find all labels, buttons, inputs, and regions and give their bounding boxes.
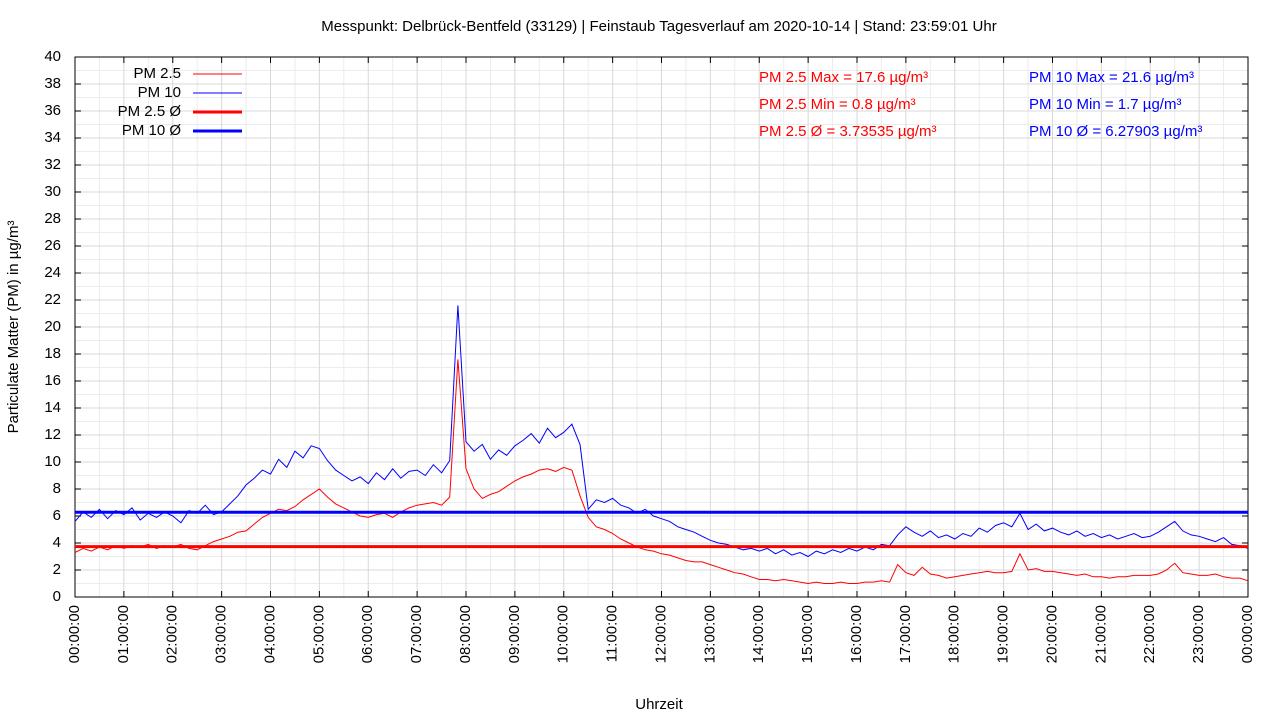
plot-border — [74, 56, 1249, 598]
y-tick-label: 38 — [44, 75, 61, 92]
x-tick-label: 18:00:00 — [946, 605, 963, 663]
legend-label: PM 10 Ø — [122, 122, 182, 139]
legend-label: PM 2.5 Ø — [118, 103, 182, 120]
legend-label: PM 2.5 — [133, 65, 181, 82]
annotation: PM 10 Min = 1.7 µg/m³ — [1029, 96, 1181, 113]
y-tick-label: 8 — [53, 480, 61, 497]
y-tick-label: 26 — [44, 237, 61, 254]
chart-title: Messpunkt: Delbrück-Bentfeld (33129) | F… — [321, 18, 996, 35]
x-tick-label: 06:00:00 — [359, 605, 376, 663]
data-line — [74, 305, 1249, 558]
y-tick-label: 14 — [44, 399, 61, 416]
x-tick-label: 09:00:00 — [506, 605, 523, 663]
x-tick-label: 07:00:00 — [408, 605, 425, 663]
x-tick-label: 15:00:00 — [799, 605, 816, 663]
y-tick-label: 12 — [44, 426, 61, 443]
y-axis-label: Particulate Matter (PM) in µg/m³ — [5, 221, 22, 434]
annotation: PM 2.5 Ø = 3.73535 µg/m³ — [759, 123, 936, 140]
x-tick-label: 03:00:00 — [213, 605, 230, 663]
annotation: PM 2.5 Max = 17.6 µg/m³ — [759, 69, 928, 86]
legend-label: PM 10 — [138, 84, 181, 101]
y-tick-label: 24 — [44, 264, 61, 281]
x-tick-label: 17:00:00 — [897, 605, 914, 663]
x-tick-label: 05:00:00 — [310, 605, 327, 663]
y-tick-label: 10 — [44, 453, 61, 470]
x-tick-label: 20:00:00 — [1043, 605, 1060, 663]
y-tick-label: 4 — [53, 534, 61, 551]
y-tick-label: 0 — [53, 588, 61, 605]
x-tick-label: 00:00:00 — [66, 605, 83, 663]
y-tick-label: 34 — [44, 129, 61, 146]
y-tick-label: 28 — [44, 210, 61, 227]
x-tick-label: 19:00:00 — [995, 605, 1012, 663]
x-tick-label: 16:00:00 — [848, 605, 865, 663]
annotation: PM 2.5 Min = 0.8 µg/m³ — [759, 96, 916, 113]
y-tick-label: 18 — [44, 345, 61, 362]
annotation: PM 10 Ø = 6.27903 µg/m³ — [1029, 123, 1202, 140]
x-tick-label: 00:00:00 — [1239, 605, 1256, 663]
y-tick-label: 40 — [44, 48, 61, 65]
x-tick-label: 14:00:00 — [750, 605, 767, 663]
x-tick-label: 11:00:00 — [604, 605, 621, 662]
y-tick-label: 16 — [44, 372, 61, 389]
y-tick-label: 30 — [44, 183, 61, 200]
annotation: PM 10 Max = 21.6 µg/m³ — [1029, 69, 1194, 86]
y-tick-label: 22 — [44, 291, 61, 308]
x-tick-label: 23:00:00 — [1190, 605, 1207, 663]
x-tick-label: 08:00:00 — [457, 605, 474, 663]
y-tick-label: 36 — [44, 102, 61, 119]
y-tick-label: 20 — [44, 318, 61, 335]
x-tick-label: 02:00:00 — [164, 605, 181, 663]
y-tick-label: 32 — [44, 156, 61, 173]
x-tick-label: 04:00:00 — [261, 605, 278, 663]
x-tick-label: 12:00:00 — [652, 605, 669, 663]
x-tick-label: 13:00:00 — [701, 605, 718, 663]
y-tick-label: 6 — [53, 507, 61, 524]
y-tick-label: 2 — [53, 561, 61, 578]
x-tick-label: 21:00:00 — [1092, 605, 1109, 663]
x-tick-label: 10:00:00 — [555, 605, 572, 663]
x-tick-label: 22:00:00 — [1141, 605, 1158, 663]
x-tick-label: 01:00:00 — [115, 605, 132, 663]
x-axis-label: Uhrzeit — [635, 696, 683, 713]
